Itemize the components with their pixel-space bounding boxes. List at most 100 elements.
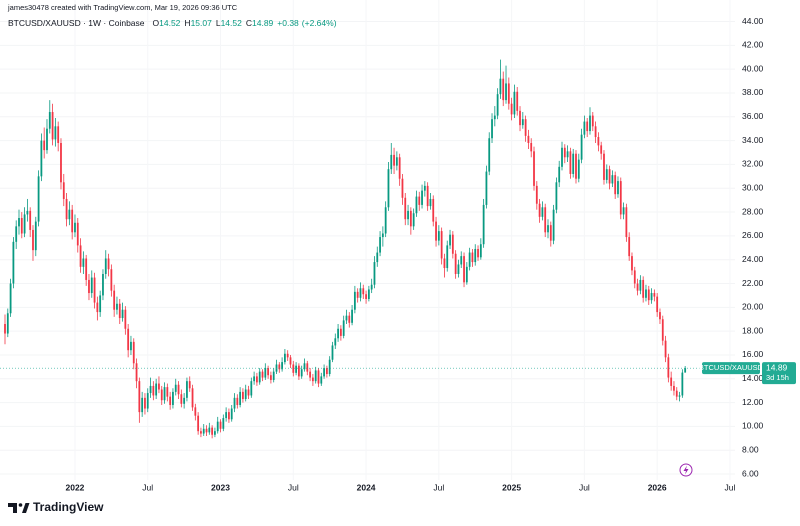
candle-body: [373, 262, 376, 285]
candle-body: [130, 341, 132, 351]
candle-body: [633, 270, 636, 284]
y-tick-label: 24.00: [742, 254, 764, 264]
candle-body: [51, 112, 54, 140]
candle-body: [102, 273, 104, 296]
y-tick-label: 14.00: [742, 373, 764, 383]
candle-body: [247, 389, 250, 396]
candle-body: [650, 293, 653, 301]
legend: BTCUSD/XAUUSD · 1W · Coinbase O14.52 H15.0…: [8, 18, 337, 28]
candle-body: [65, 198, 68, 220]
candle-body: [471, 252, 474, 263]
candle-body: [337, 328, 339, 339]
candle-body: [261, 371, 264, 378]
candle-body: [533, 151, 535, 186]
candle-body: [328, 359, 331, 375]
candle-body: [681, 372, 684, 396]
candle-body: [71, 209, 74, 233]
candle-body: [29, 210, 32, 230]
candle-body: [132, 341, 135, 364]
x-tick-label: 2025: [502, 482, 521, 492]
candle-body: [183, 397, 186, 404]
candle-body: [314, 370, 317, 382]
candle-body: [586, 121, 589, 132]
candle-body: [323, 368, 325, 377]
candle-body: [295, 365, 297, 373]
candle-body: [454, 253, 457, 274]
candle-body: [647, 289, 650, 301]
candle-body: [99, 295, 102, 313]
candle-body: [54, 126, 57, 140]
candle-body: [166, 387, 169, 397]
candle-body: [608, 169, 611, 184]
legend-value: 14.89: [252, 18, 274, 28]
candle-body: [113, 290, 116, 310]
candle-body: [230, 408, 233, 420]
candle-body: [9, 283, 12, 314]
candle-body: [46, 128, 48, 151]
legend-change: +0.38: [277, 18, 299, 28]
candle-body: [82, 258, 85, 267]
candle-body: [639, 279, 642, 291]
candle-body: [575, 153, 577, 179]
candle-body: [303, 363, 306, 370]
candle-body: [426, 185, 429, 207]
candle-body: [412, 213, 415, 227]
legend-change-pct: (+2.64%): [302, 18, 337, 28]
candle-body: [421, 190, 423, 205]
candle-body: [510, 103, 513, 115]
candle-body: [656, 296, 659, 313]
candle-body: [200, 431, 202, 434]
y-tick-label: 42.00: [742, 40, 764, 50]
candle-body: [544, 207, 547, 233]
legend-value: 15.07: [191, 18, 213, 28]
candle-body: [370, 284, 373, 290]
candle-body: [558, 166, 561, 183]
candle-body: [62, 182, 65, 199]
candle-body: [614, 175, 617, 195]
candle-body: [356, 291, 359, 298]
legend-value: 14.52: [221, 18, 243, 28]
y-tick-label: 18.00: [742, 325, 764, 335]
candle-body: [435, 221, 437, 241]
candle-body: [345, 315, 348, 321]
candle-body: [15, 226, 18, 242]
symbol-tag-label: BTCUSD/XAUUSD: [699, 363, 764, 372]
x-tick-label: 2022: [66, 482, 85, 492]
candle-body: [239, 391, 242, 405]
candle-body: [228, 412, 230, 420]
candle-body: [309, 371, 311, 378]
candle-body: [211, 427, 214, 435]
candle-body: [118, 303, 121, 319]
candle-body: [409, 210, 412, 227]
candle-body: [572, 153, 575, 174]
candle-body: [395, 157, 398, 166]
candle-body: [300, 369, 303, 377]
symbol-title: BTCUSD/XAUUSD · 1W · Coinbase: [8, 18, 145, 28]
candle-body: [236, 397, 239, 405]
candle-body: [342, 320, 345, 336]
candle-body: [659, 312, 661, 320]
candle-body: [628, 237, 631, 257]
candle-body: [68, 209, 71, 220]
candle-body: [446, 245, 449, 269]
candle-body: [418, 196, 421, 205]
candle-body: [325, 368, 328, 375]
candle-body: [661, 319, 664, 341]
candle-body: [202, 428, 205, 434]
candle-body: [267, 368, 270, 376]
candle-body: [135, 363, 138, 382]
candle-body: [339, 328, 342, 336]
candle-body: [507, 83, 510, 104]
candle-body: [253, 376, 256, 382]
candle-body: [225, 412, 228, 419]
candle-body: [216, 421, 219, 432]
y-tick-label: 6.00: [742, 468, 759, 478]
candle-body: [493, 115, 496, 120]
symbol-tag: [702, 362, 760, 375]
candle-body: [289, 357, 292, 365]
candle-body: [555, 182, 558, 210]
candle-body: [172, 391, 174, 405]
candle-body: [121, 309, 124, 319]
candle-body: [505, 83, 507, 101]
candle-body: [311, 377, 314, 382]
